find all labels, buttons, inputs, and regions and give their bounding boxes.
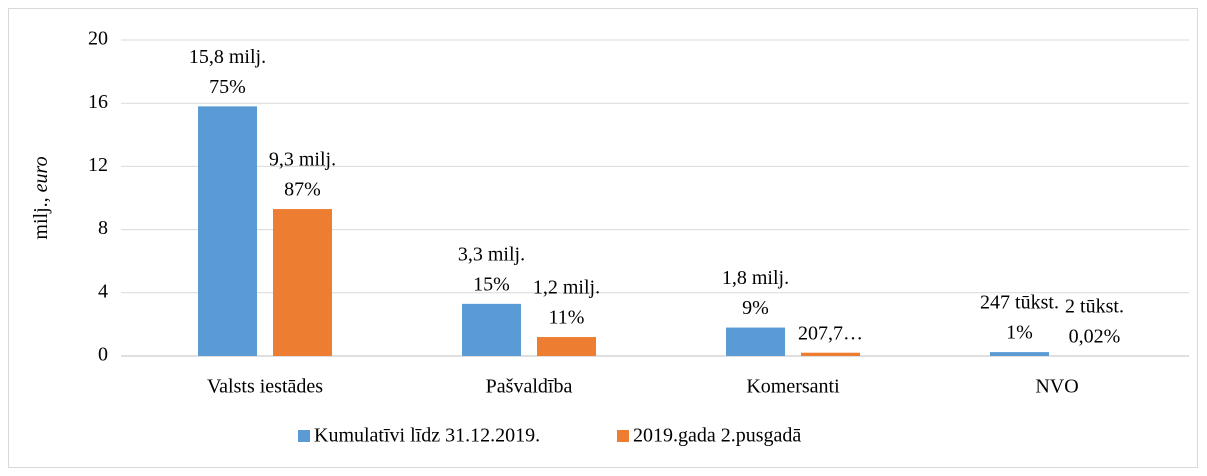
y-axis-label-text: milj., (30, 197, 52, 239)
bar (726, 327, 785, 356)
bar (990, 352, 1049, 356)
y-axis-label: milj., euro (30, 156, 52, 239)
y-tick-label: 0 (98, 344, 108, 366)
bar (462, 303, 521, 356)
value-label: 3,3 milj. (458, 243, 525, 265)
x-tick-label: NVO (1035, 376, 1078, 398)
y-tick-label: 12 (88, 154, 108, 176)
chart-frame (8, 8, 1198, 468)
share-label: 15% (473, 273, 510, 295)
y-tick-label: 16 (88, 91, 108, 113)
value-label: 9,3 milj. (269, 149, 336, 171)
legend-label: Kumulatīvi līdz 31.12.2019. (314, 425, 540, 447)
share-label: 75% (209, 76, 246, 98)
share-label: 9% (742, 297, 769, 319)
x-tick-label: Pašvaldība (486, 376, 573, 398)
y-tick-label: 8 (98, 217, 108, 239)
share-label: 11% (549, 307, 585, 329)
y-tick-label: 20 (88, 28, 108, 50)
legend-swatch (617, 430, 629, 442)
y-axis-label-unit: euro (30, 156, 52, 192)
value-label: 1,8 milj. (722, 267, 789, 289)
x-tick-label: Valsts iestādes (207, 376, 323, 398)
legend-label: 2019.gada 2.pusgadā (633, 425, 801, 447)
share-label: 87% (284, 179, 321, 201)
value-label: 2 tūkst. (1065, 296, 1124, 318)
value-label: 1,2 milj. (533, 277, 600, 299)
bar (801, 352, 860, 356)
legend-swatch (298, 430, 310, 442)
share-label: 0,02% (1069, 326, 1121, 348)
value-label: 15,8 milj. (189, 46, 266, 68)
share-label: 1% (1006, 322, 1033, 344)
bar (198, 106, 257, 356)
value-label: 207,7… (798, 322, 863, 344)
bar (273, 209, 332, 356)
bar (537, 337, 596, 356)
x-tick-label: Komersanti (746, 376, 840, 398)
value-label: 247 tūkst. (980, 292, 1059, 314)
y-tick-label: 4 (98, 280, 108, 302)
